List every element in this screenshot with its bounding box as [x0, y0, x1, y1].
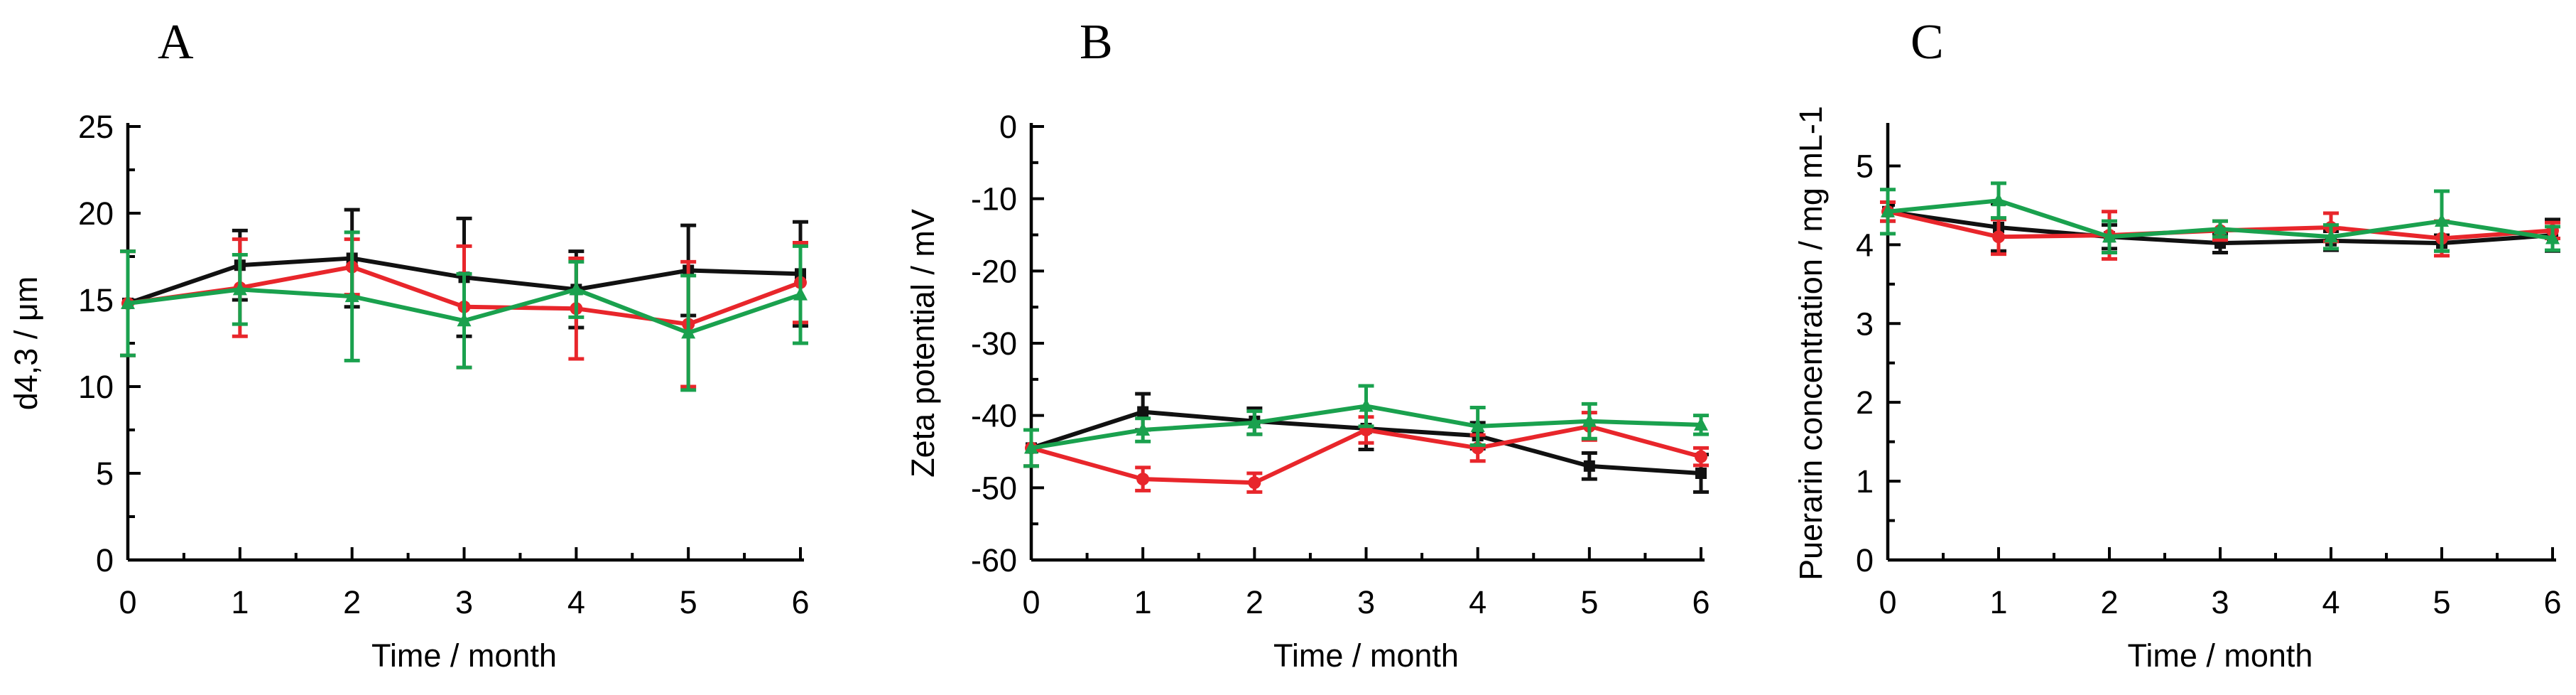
- data-point: [569, 281, 584, 296]
- x-tick-label: 3: [2211, 584, 2229, 620]
- panel-a: A 0 1 2 3 4 5 6 0 5 10 15 20 25 Time / month d4,3 / μm: [8, 15, 810, 674]
- x-tick-label: 1: [231, 584, 249, 620]
- data-point: [1137, 406, 1149, 418]
- panel-letter: A: [158, 15, 194, 70]
- y-axis-label: d4,3 / μm: [8, 276, 44, 411]
- data-point: [121, 295, 135, 309]
- y-tick-label: 0: [999, 109, 1017, 145]
- data-point: [1582, 413, 1597, 427]
- x-tick-label: 6: [1692, 584, 1710, 620]
- data-point: [1991, 193, 2006, 207]
- series-green: [1880, 181, 2560, 254]
- y-tick-label: 1: [1856, 463, 1874, 500]
- y-axis-label: Puerarin concentration / mg mL-1: [1793, 106, 1829, 581]
- data-point: [1992, 230, 2005, 244]
- x-tick-label: 0: [119, 584, 136, 620]
- x-tick-label: 3: [455, 584, 473, 620]
- y-tick-label: 4: [1856, 227, 1874, 263]
- data-point: [1136, 473, 1150, 486]
- data-point: [457, 313, 472, 327]
- panel-c: C 0 1 2 3 4 5 6 0 1 2 3 4 5 Time / month Puerarin conce…: [1793, 15, 2562, 674]
- x-axis-label: Time / month: [1273, 637, 1459, 674]
- data-point: [2324, 229, 2338, 243]
- x-tick-label: 2: [2100, 584, 2118, 620]
- x-tick-label: 2: [1246, 584, 1263, 620]
- y-tick-label: 0: [96, 542, 114, 578]
- panel-b: B 0 1 2 3 4 5 6 -60 -50 -40 -30 -20 -10 0 Time / month Z…: [905, 15, 1710, 674]
- data-point: [2435, 213, 2449, 227]
- x-tick-label: 4: [2322, 584, 2339, 620]
- x-tick-label: 5: [1580, 584, 1598, 620]
- x-tick-label: 2: [343, 584, 361, 620]
- y-tick-label: -10: [971, 181, 1017, 217]
- y-tick-label: 5: [96, 456, 114, 492]
- data-point: [1247, 414, 1262, 429]
- data-point: [1694, 416, 1708, 431]
- y-tick-label: 5: [1856, 148, 1874, 184]
- data-point: [1359, 398, 1374, 412]
- x-tick-label: 6: [2543, 584, 2561, 620]
- series-green: [1023, 384, 1709, 468]
- x-axis-label: Time / month: [371, 637, 557, 674]
- y-tick-label: -40: [971, 398, 1017, 434]
- y-axis-label: Zeta potential / mV: [905, 209, 941, 478]
- y-tick-label: -50: [971, 470, 1017, 506]
- data-point: [1024, 440, 1038, 454]
- data-point: [232, 281, 247, 296]
- data-point: [1695, 450, 1707, 463]
- y-tick-label: -60: [971, 542, 1017, 578]
- y-tick-label: -30: [971, 325, 1017, 362]
- y-tick-label: 25: [78, 109, 114, 145]
- data-point: [1470, 418, 1485, 432]
- y-tick-label: -20: [971, 253, 1017, 289]
- data-point: [2102, 229, 2116, 243]
- series-green: [120, 230, 808, 392]
- data-point: [1695, 468, 1707, 479]
- data-point: [1136, 422, 1151, 436]
- panel-letter: C: [1911, 15, 1944, 70]
- x-tick-label: 0: [1022, 584, 1040, 620]
- y-tick-label: 3: [1856, 306, 1874, 342]
- x-tick-label: 5: [2433, 584, 2450, 620]
- data-point: [2545, 230, 2560, 244]
- data-point: [681, 325, 696, 339]
- data-point: [1881, 203, 1895, 217]
- y-tick-label: 15: [78, 282, 114, 318]
- x-tick-label: 6: [791, 584, 809, 620]
- x-tick-label: 4: [567, 584, 585, 620]
- data-point: [1583, 460, 1595, 472]
- x-tick-label: 5: [680, 584, 697, 620]
- x-tick-label: 4: [1469, 584, 1487, 620]
- x-tick-label: 1: [1134, 584, 1152, 620]
- y-tick-label: 0: [1856, 542, 1874, 578]
- y-tick-label: 20: [78, 195, 114, 232]
- data-point: [344, 289, 359, 303]
- x-axis-label: Time / month: [2128, 637, 2313, 674]
- y-tick-label: 10: [78, 369, 114, 405]
- y-tick-label: 2: [1856, 384, 1874, 421]
- x-tick-label: 1: [1989, 584, 2007, 620]
- x-tick-label: 0: [1879, 584, 1896, 620]
- data-point: [2213, 221, 2227, 235]
- panel-letter: B: [1080, 15, 1113, 70]
- data-point: [1248, 476, 1261, 490]
- x-tick-label: 3: [1357, 584, 1375, 620]
- data-point: [793, 286, 808, 301]
